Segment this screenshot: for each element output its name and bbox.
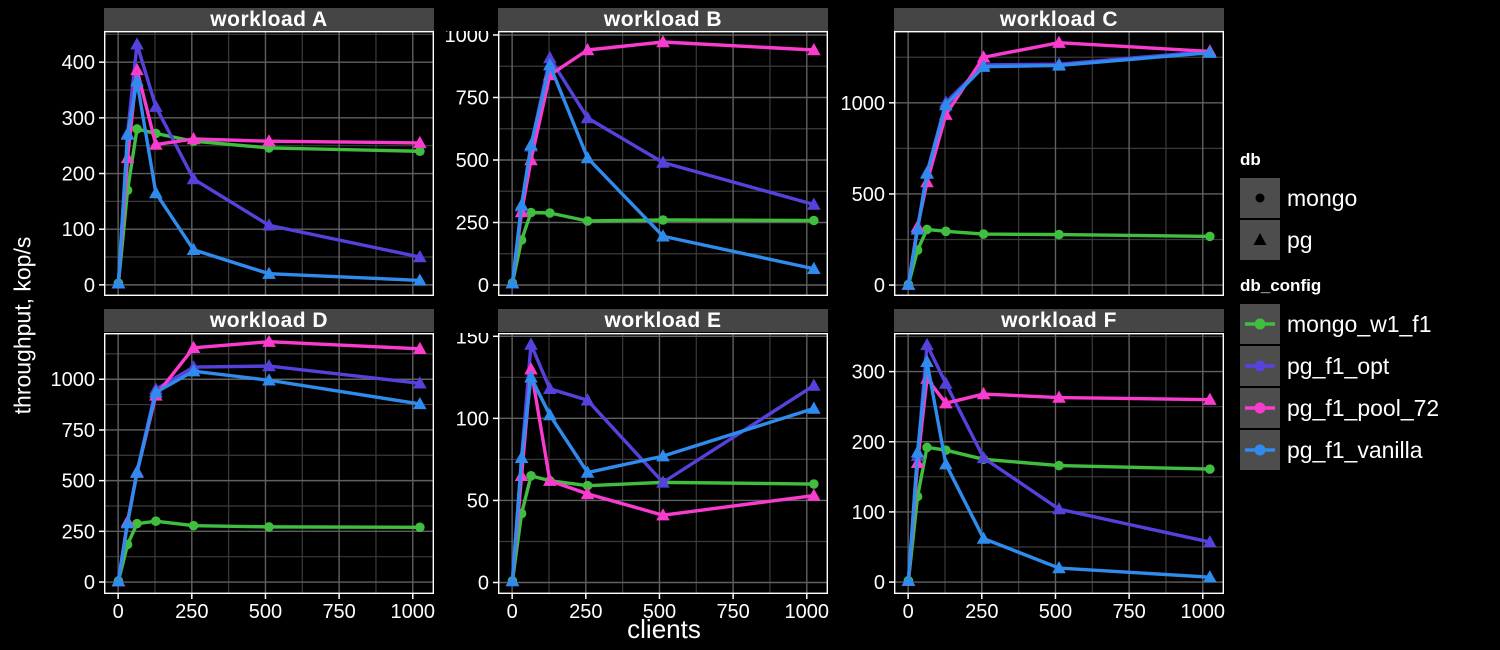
panel-workload-e: workload E 0 50 100 150 0 250 500 750 1000: [436, 309, 830, 639]
x-axis-label: clients: [627, 614, 701, 644]
svg-text:1000: 1000: [51, 369, 96, 391]
svg-text:200: 200: [852, 432, 885, 454]
panel-workload-f: workload F 0 100 200 300 0 250 500 750 1000: [832, 309, 1226, 639]
legend-item-pg_f1_vanilla: pg_f1_vanilla: [1240, 430, 1496, 470]
facet-strip: workload E: [498, 309, 828, 332]
legend-key: [1240, 388, 1280, 428]
facet-strip: workload C: [894, 8, 1224, 31]
svg-text:0: 0: [903, 601, 914, 623]
svg-text:750: 750: [322, 601, 355, 623]
legend-label: pg: [1287, 226, 1313, 253]
svg-text:500: 500: [456, 150, 489, 172]
plot-area: 0 250 500 750 1000 0 250 500 750 1000: [51, 333, 436, 623]
svg-text:1000: 1000: [391, 601, 436, 623]
facet-strip: workload D: [104, 309, 434, 332]
svg-text:100: 100: [62, 219, 95, 241]
svg-text:750: 750: [456, 88, 489, 110]
legend-item-pg_f1_pool_72: pg_f1_pool_72: [1240, 388, 1496, 428]
svg-text:150: 150: [456, 333, 489, 348]
svg-text:300: 300: [62, 108, 95, 130]
svg-text:200: 200: [62, 164, 95, 186]
svg-text:500: 500: [249, 601, 282, 623]
svg-text:50: 50: [467, 490, 489, 512]
svg-text:0: 0: [84, 572, 95, 594]
legend-key: [1240, 430, 1280, 470]
legend-label: mongo_w1_f1: [1287, 310, 1432, 337]
panel-workload-c: workload C 0 500 1000: [832, 8, 1226, 308]
svg-text:250: 250: [569, 601, 602, 623]
svg-text:0: 0: [113, 601, 124, 623]
svg-text:1000: 1000: [785, 601, 830, 623]
plot-area: 0 500 1000: [841, 31, 1225, 297]
svg-text:300: 300: [852, 362, 885, 384]
svg-text:250: 250: [175, 601, 208, 623]
legend: db mongo pg db_config mongo_w1_f1 pg_f1_op…: [1240, 150, 1496, 472]
legend-item-mongo: mongo: [1240, 178, 1496, 218]
svg-text:1000: 1000: [445, 31, 490, 47]
svg-text:250: 250: [62, 521, 95, 543]
panel-workload-b: workload B 0 250 500 750 1000: [436, 8, 830, 308]
panel-workload-d: workload D 0 250 500 750 1000 0 250 500 750 1000: [42, 309, 436, 639]
svg-text:0: 0: [478, 573, 489, 595]
svg-text:250: 250: [965, 601, 998, 623]
svg-text:0: 0: [874, 572, 885, 594]
legend-db-title: db: [1240, 150, 1261, 169]
legend-key: [1240, 178, 1280, 218]
legend-label: pg_f1_opt: [1287, 352, 1390, 379]
svg-text:500: 500: [62, 471, 95, 493]
svg-text:100: 100: [456, 408, 489, 430]
svg-text:0: 0: [507, 601, 518, 623]
svg-text:500: 500: [852, 184, 885, 206]
plot-area: 0 100 200 300 400: [62, 31, 435, 297]
facet-strip: workload F: [894, 309, 1224, 332]
legend-key: [1240, 346, 1280, 386]
legend-dbconfig-title: db_config: [1240, 276, 1322, 295]
svg-text:750: 750: [62, 420, 95, 442]
svg-text:0: 0: [874, 275, 885, 297]
legend-label: mongo: [1287, 184, 1358, 211]
facet-strip: workload A: [104, 8, 434, 31]
svg-text:750: 750: [716, 601, 749, 623]
svg-text:400: 400: [62, 52, 95, 74]
svg-text:750: 750: [1112, 601, 1145, 623]
facet-strip: workload B: [498, 8, 828, 31]
svg-text:250: 250: [456, 213, 489, 235]
svg-text:1000: 1000: [1181, 601, 1226, 623]
legend-item-pg_f1_opt: pg_f1_opt: [1240, 346, 1496, 386]
svg-text:500: 500: [1039, 601, 1072, 623]
svg-text:1000: 1000: [841, 93, 886, 115]
legend-key: [1240, 220, 1280, 260]
plot-area: 0 100 200 300 0 250 500 750 1000: [852, 333, 1226, 623]
y-axis-label: throughput, kop/s: [9, 236, 36, 414]
legend-item-mongo_w1_f1: mongo_w1_f1: [1240, 304, 1496, 344]
legend-db-items: mongo pg: [1240, 178, 1496, 260]
svg-text:100: 100: [852, 502, 885, 524]
svg-text:0: 0: [84, 275, 95, 297]
legend-item-pg: pg: [1240, 220, 1496, 260]
panel-workload-a: workload A 0 100 200 300 400: [42, 8, 436, 308]
legend-key: [1240, 304, 1280, 344]
legend-dbconfig-items: mongo_w1_f1 pg_f1_opt pg_f1_pool_72 pg_f1_v…: [1240, 304, 1496, 470]
plot-area: 0 250 500 750 1000: [445, 31, 829, 297]
legend-label: pg_f1_vanilla: [1287, 436, 1423, 463]
legend-label: pg_f1_pool_72: [1287, 394, 1440, 421]
svg-text:500: 500: [643, 601, 676, 623]
plot-area: 0 50 100 150 0 250 500 750 1000: [456, 333, 830, 623]
svg-text:0: 0: [478, 275, 489, 297]
